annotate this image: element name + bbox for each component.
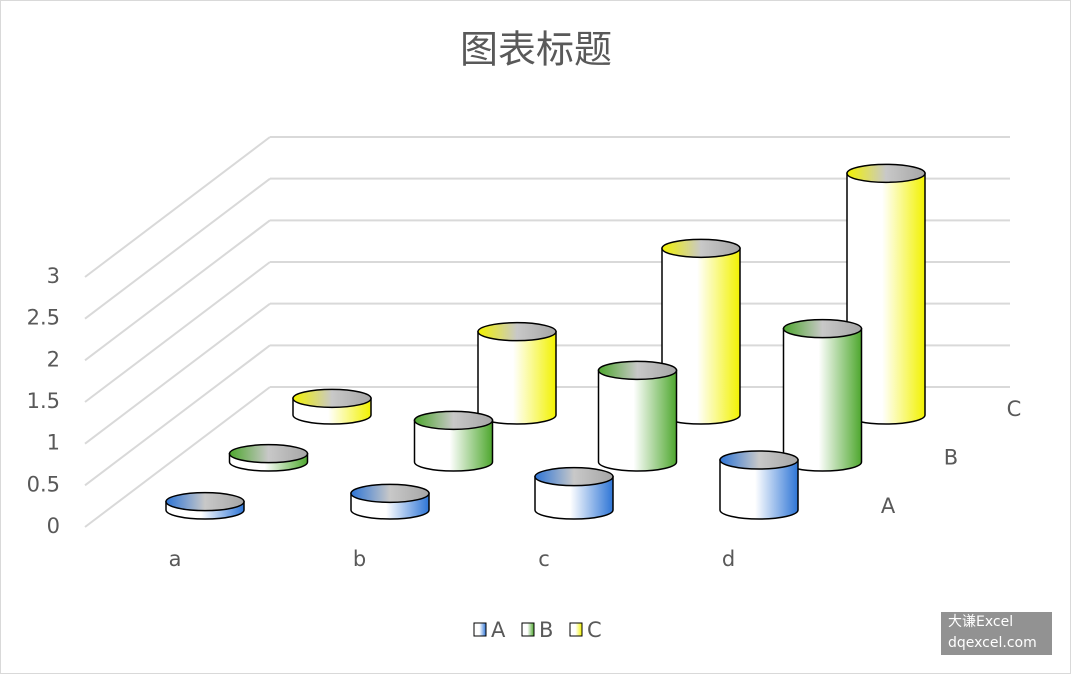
watermark-box [941, 612, 1052, 655]
cylinder-top [846, 163, 926, 184]
grid-line [84, 136, 271, 278]
x-tick-label: c [538, 547, 550, 571]
y-tick-label: 0 [47, 514, 60, 538]
legend-swatch [473, 622, 487, 637]
cylinder-top [413, 410, 494, 431]
cylinder-body [719, 459, 799, 520]
y-tick-label: 0.5 [27, 472, 60, 496]
cylinder-top [350, 483, 430, 504]
cylinder [846, 163, 926, 425]
cylinder [350, 483, 430, 520]
x-tick-label: a [169, 547, 182, 571]
watermark: 大谦Excel [948, 614, 1013, 630]
watermark: dqexcel.com [948, 635, 1037, 651]
depth-label: C [1007, 397, 1022, 421]
grid-line [84, 177, 271, 320]
legend-swatch [521, 622, 535, 637]
x-tick-label: b [353, 547, 366, 571]
grid-line [84, 344, 271, 487]
cylinder-top [661, 238, 741, 259]
cylinder [719, 450, 799, 520]
y-tick-label: 2.5 [27, 306, 60, 330]
y-tick-label: 3 [47, 264, 60, 288]
cylinder [661, 238, 741, 425]
cylinder-top [782, 318, 863, 339]
grid-line [84, 302, 271, 445]
cylinder-top [597, 360, 678, 381]
cylinder-body [534, 475, 614, 520]
x-tick-label: d [722, 547, 735, 571]
grid-line [84, 261, 271, 403]
y-tick-label: 1 [47, 431, 60, 455]
y-tick-label: 2 [47, 347, 60, 371]
legend-label: C [587, 618, 602, 642]
cylinder [782, 318, 863, 472]
grid-line [84, 386, 271, 528]
cylinder [292, 388, 372, 425]
legend-label: B [539, 618, 553, 642]
cylinder-top [719, 450, 799, 470]
cylinder-body [477, 330, 557, 425]
cylinder-body [413, 419, 494, 472]
legend-swatch [569, 622, 583, 637]
depth-label: B [944, 446, 958, 470]
grid-line [84, 219, 271, 362]
depth-label: A [881, 494, 896, 518]
cylinder [413, 410, 494, 472]
cylinder-top [165, 491, 245, 512]
chart-title: 图表标题 [460, 28, 612, 72]
cylinder [597, 360, 678, 472]
cylinder-top [477, 321, 557, 342]
cylinder [165, 491, 245, 520]
cylinder-body [597, 369, 678, 472]
cylinder-top [228, 443, 309, 464]
cylinder-top [534, 466, 614, 487]
cylinder-body [782, 327, 863, 472]
cylinder [228, 443, 309, 472]
legend-label: A [491, 618, 506, 642]
cylinder [534, 466, 614, 520]
cylinder-top [292, 388, 372, 409]
y-tick-label: 1.5 [27, 389, 60, 413]
cylinder [477, 321, 557, 425]
